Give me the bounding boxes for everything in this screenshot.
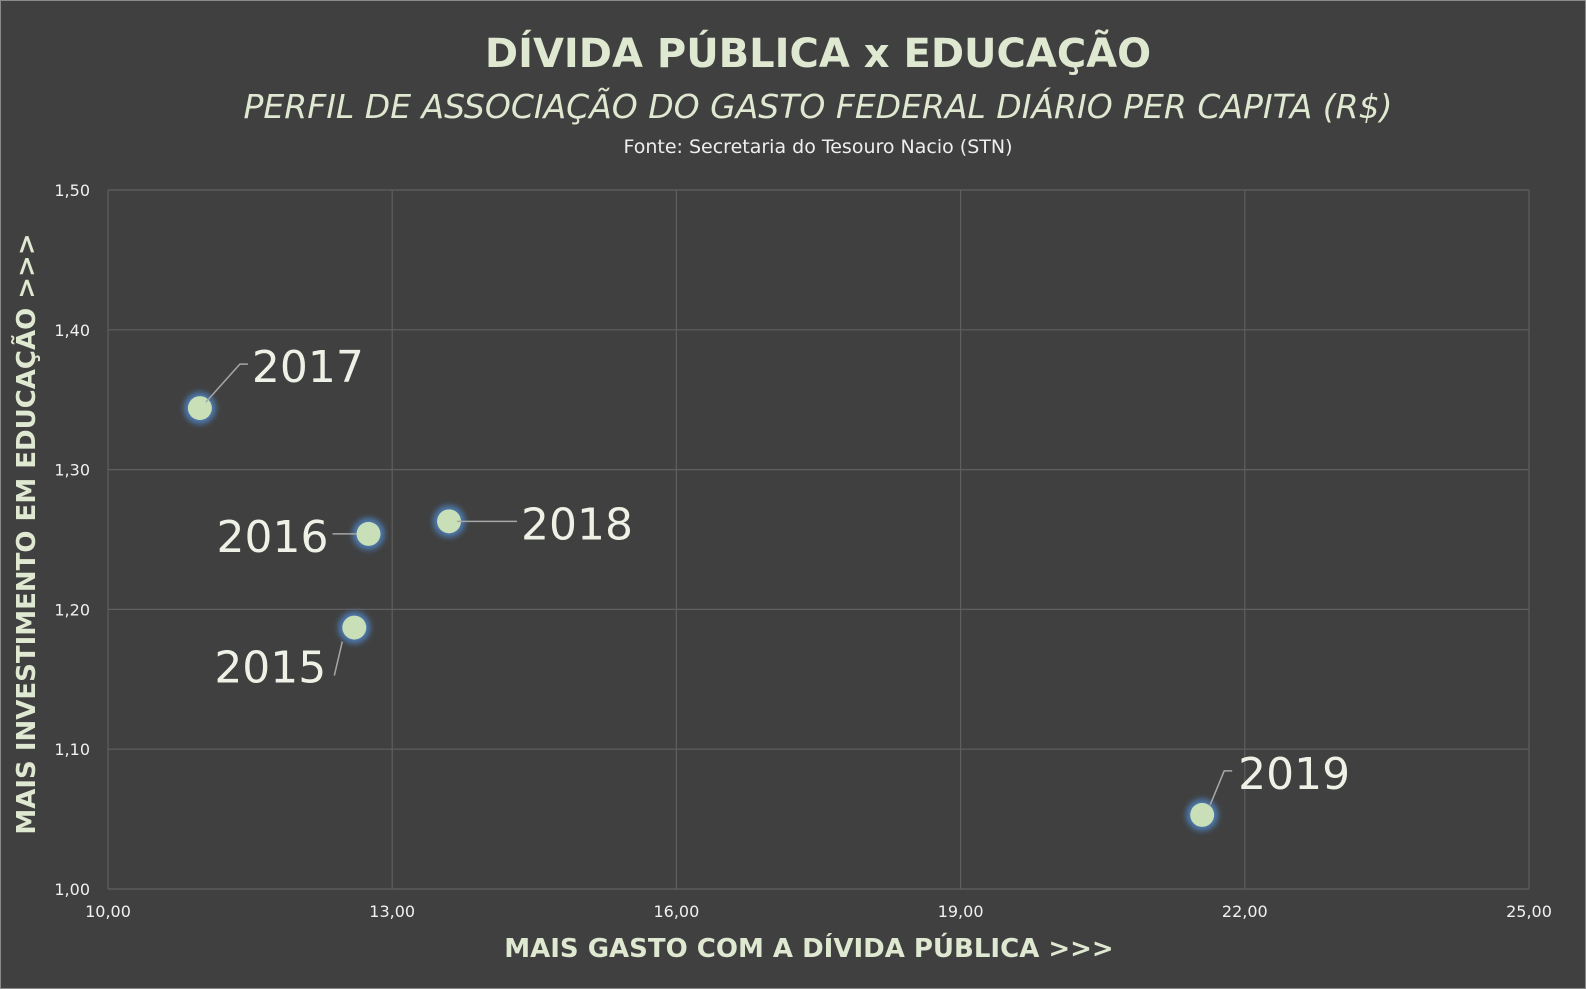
point-label: 2015 xyxy=(214,643,326,694)
x-tick-label: 16,00 xyxy=(653,902,699,921)
gridlines xyxy=(107,189,1530,890)
y-axis-title: MAIS INVESTIMENTO EM EDUCAÇÃO >>> xyxy=(10,233,42,834)
data-points: 2015 2016 2017 2018 2019 xyxy=(183,342,1350,831)
scatter-point xyxy=(437,509,462,534)
x-tick-label: 10,00 xyxy=(85,902,131,921)
y-tick-label: 1,30 xyxy=(54,461,90,480)
label-leader-line xyxy=(1209,770,1233,806)
chart-source: Fonte: Secretaria do Tesouro Nacio (STN) xyxy=(623,136,1012,158)
y-tick-label: 1,40 xyxy=(54,321,90,340)
y-tick-label: 1,50 xyxy=(54,181,90,200)
scatter-point xyxy=(342,615,367,640)
chart-subtitle: PERFIL DE ASSOCIAÇÃO DO GASTO FEDERAL DI… xyxy=(244,86,1393,126)
x-tick-label: 25,00 xyxy=(1506,902,1552,921)
point-label: 2016 xyxy=(217,512,329,563)
x-tick-label: 22,00 xyxy=(1222,902,1268,921)
x-axis-title: MAIS GASTO COM A DÍVIDA PÚBLICA >>> xyxy=(504,932,1113,964)
scatter-point xyxy=(1190,802,1215,827)
label-leader-line xyxy=(333,641,344,676)
point-label: 2018 xyxy=(521,499,633,550)
x-tick-label: 13,00 xyxy=(369,902,415,921)
x-tick-label: 19,00 xyxy=(938,902,984,921)
label-leader-line xyxy=(205,363,248,403)
axis-ticks: 10,00 13,00 16,00 19,00 22,00 25,00 1,00 1,10 1,… xyxy=(54,181,1552,921)
point-label: 2019 xyxy=(1238,749,1350,800)
y-tick-label: 1,10 xyxy=(54,740,90,759)
y-tick-label: 1,20 xyxy=(54,600,90,619)
chart-title: DÍVIDA PÚBLICA x EDUCAÇÃO xyxy=(485,28,1151,77)
scatter-point xyxy=(356,521,381,546)
point-label: 2017 xyxy=(252,342,364,393)
y-tick-label: 1,00 xyxy=(54,880,90,899)
